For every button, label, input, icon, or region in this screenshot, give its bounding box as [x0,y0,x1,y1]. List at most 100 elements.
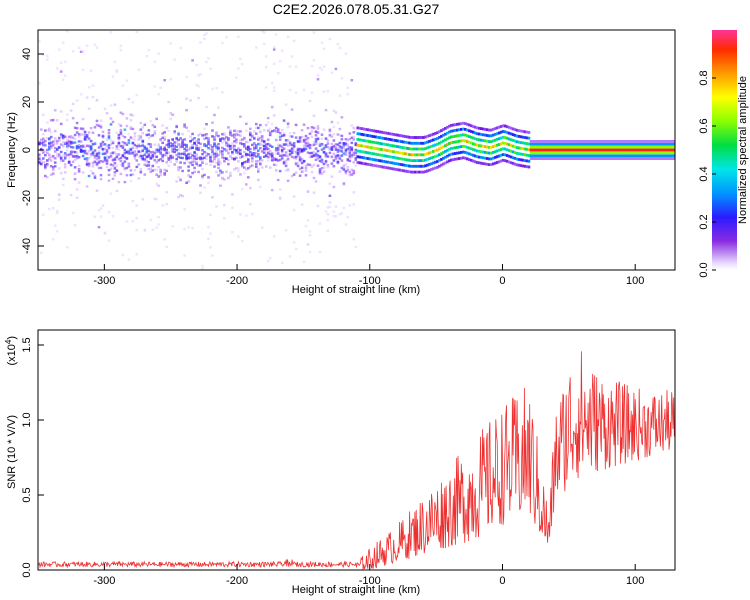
spectrogram-cell [51,166,55,169]
spectrogram-cell [77,170,81,173]
spectrogram-cell [249,203,252,206]
spectrogram-cell [396,168,399,172]
spectrogram-cell [85,159,89,162]
spectrogram-cell [157,166,160,169]
spectrogram-cell [113,60,117,64]
spectrogram-cell [57,153,61,156]
spectrogram-cell [629,142,632,146]
spectrogram-cell [49,131,53,134]
y-tick-label: 0 [21,147,33,153]
spectrogram-cell [460,133,463,137]
spectrogram-cell [209,246,212,249]
spectrogram-cell [217,147,220,151]
spectrogram-cell [77,144,81,147]
spectrogram-cell [368,140,371,143]
spectrogram-cell [149,120,153,123]
spectrogram-cell [460,139,463,143]
spectrogram-cell [123,180,127,184]
spectrogram-cell [599,151,602,155]
spectrogram-cell [412,170,415,174]
spectrogram-cell [157,145,160,148]
spectrogram-cell [304,144,308,148]
spectrogram-cell [255,122,258,126]
spectrogram-cell [458,128,461,132]
spectrogram-cell [416,141,419,145]
spectrogram-cell [270,154,274,158]
spectrogram-cell [292,208,296,212]
spectrogram-cell [165,126,168,130]
spectrogram-cell [477,144,481,147]
spectrogram-cell [615,145,618,149]
spectrogram-cell [497,131,501,135]
spectrogram-cell [241,162,244,165]
spectrogram-cell [99,166,103,170]
spectrogram-cell [185,97,188,100]
spectrogram-cell [667,157,670,160]
spectrogram-cell [171,150,174,153]
spectrogram-cell [95,162,99,165]
spectrogram-cell [545,151,549,155]
spectrogram-cell [473,131,477,135]
spectrogram-cell [87,162,91,166]
spectrogram-cell [89,139,93,143]
spectrogram-cell [243,154,246,157]
spectrogram-cell [334,154,338,158]
spectrogram-cell [105,162,109,165]
spectrogram-cell [362,127,366,131]
spectrogram-cell [599,148,602,152]
spectrogram-cell [306,136,310,140]
spectrogram-cell [294,155,298,159]
spectrogram-cell [177,168,180,172]
spectrogram-cell [203,37,206,40]
spectrogram-cell [659,140,662,143]
spectrogram-cell [338,170,342,173]
spectrogram-cell [227,149,230,152]
spectrogram-cell [336,161,340,165]
spectrogram-cell [384,131,387,135]
spectrogram-cell [245,122,248,125]
spectrogram-cell [167,142,170,145]
spectrogram-cell [525,136,529,140]
spectrogram-cell [501,153,505,156]
spectrogram-cell [199,73,202,76]
spectrogram-cell [129,173,133,177]
spectrogram-cell [177,166,180,169]
spectrogram-cell [655,157,658,160]
spectrogram-cell [278,197,282,201]
spectrogram-cell [525,142,529,145]
spectrogram-cell [559,145,563,149]
spectrogram-cell [251,143,254,147]
spectrogram-cell [161,154,164,157]
spectrogram-cell [171,225,174,228]
spectrogram-cell [555,151,559,155]
spectrogram-cell [338,141,342,145]
spectrogram-cell [143,158,147,161]
spectrogram-cell [187,165,190,168]
spectrogram-cell [583,157,586,160]
spectrogram-cell [304,164,308,168]
spectrogram-cell [139,156,143,159]
spectrogram-cell [587,142,590,146]
spectrogram-cell [217,160,220,163]
spectrogram-cell [46,148,49,152]
spectrogram-cell [298,136,302,139]
spectrogram-cell [111,177,115,180]
spectrogram-cell [193,160,196,164]
spectrogram-cell [585,140,588,143]
spectrogram-cell [165,148,168,152]
spectrogram-cell [161,155,164,159]
spectrogram-cell [579,148,582,152]
spectrogram-cell [155,160,158,164]
spectrogram-cell [667,142,670,146]
spectrogram-cell [667,154,670,158]
spectrogram-cell [320,160,324,164]
spectrogram-cell [274,149,278,152]
spectrogram-cell [450,158,453,162]
spectrogram-cell [547,142,551,146]
spectrogram-cell [153,130,157,133]
spectrogram-cell [346,158,350,161]
spectrogram-cell [63,157,67,160]
spectrogram-cell [386,143,389,147]
spectrogram-cell [485,128,489,132]
spectrogram-cell [213,138,216,141]
